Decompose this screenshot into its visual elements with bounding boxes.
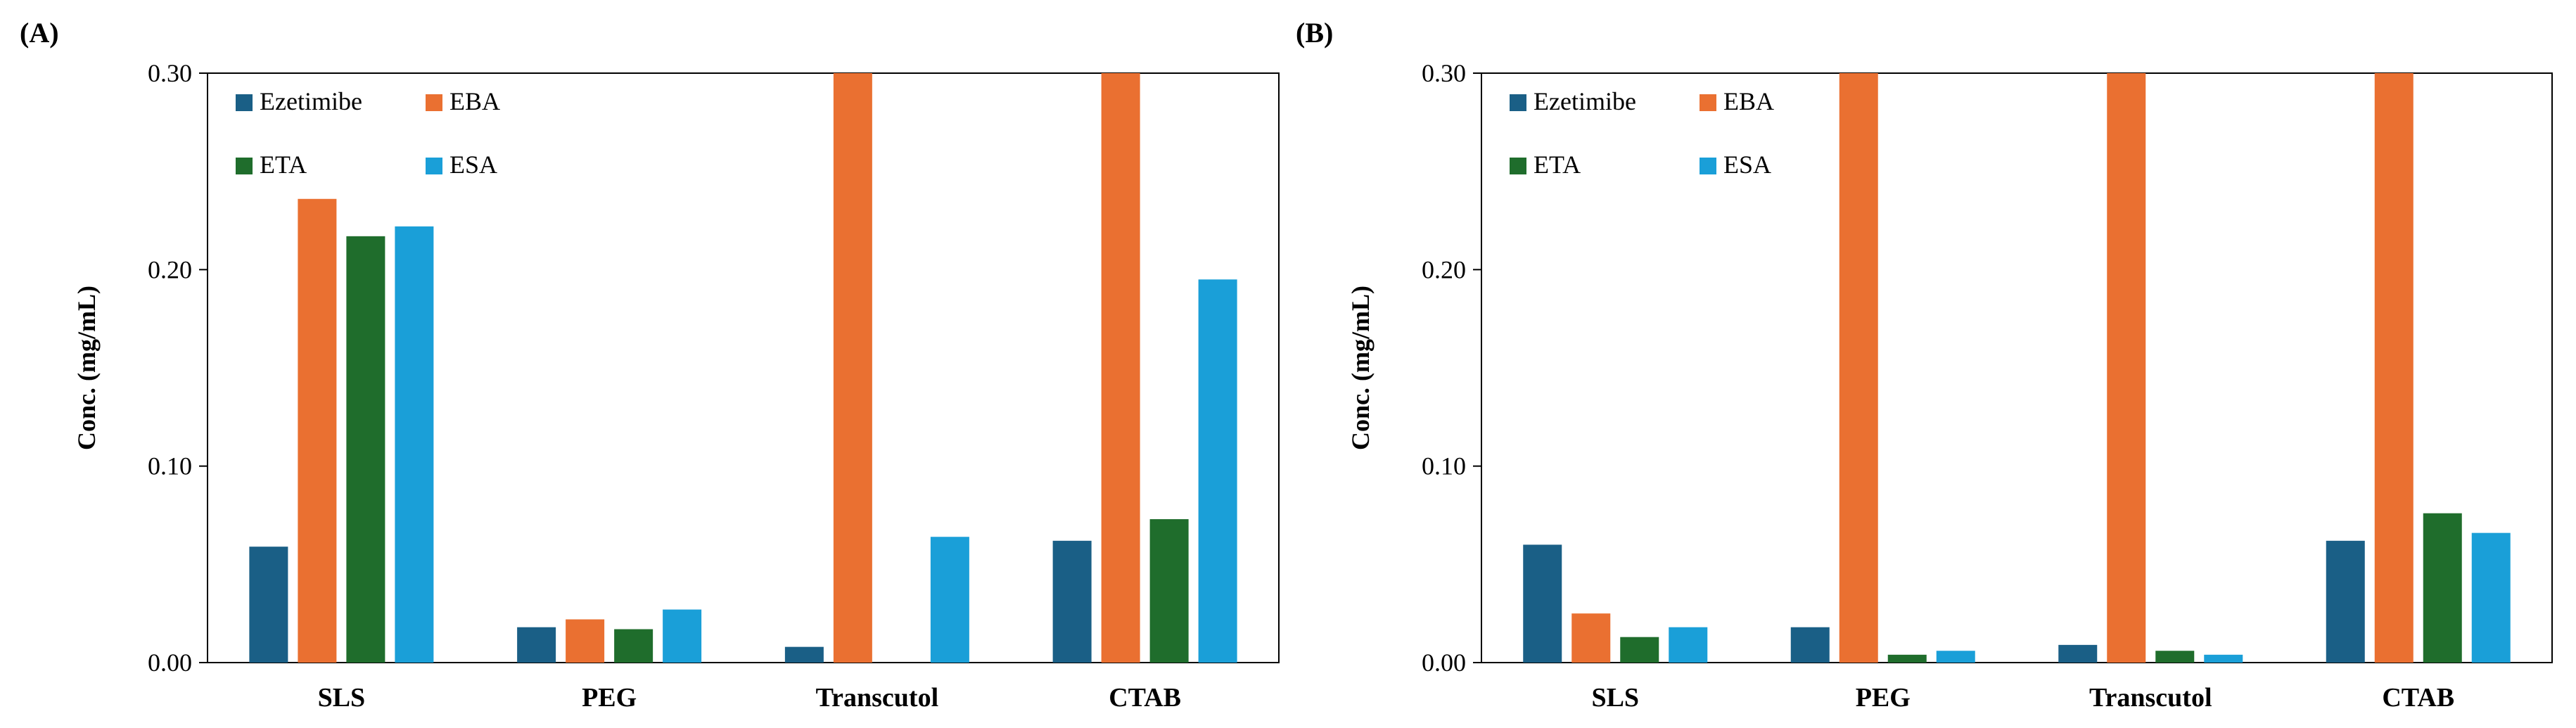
- bar-eta-sls: [346, 236, 385, 663]
- legend-swatch-ezetimibe: [1510, 94, 1526, 111]
- x-category-label: CTAB: [2382, 683, 2454, 713]
- bar-ezetimibe-peg: [517, 627, 556, 663]
- legend-label-eta: ETA: [1534, 151, 1581, 179]
- y-tick-label: 0.30: [1422, 59, 1466, 87]
- legend-swatch-ezetimibe: [236, 94, 253, 111]
- bar-ezetimibe-transcutol: [2058, 644, 2098, 663]
- legend-swatch-eta: [1510, 158, 1526, 174]
- bar-ezetimibe-ctab: [2326, 540, 2365, 663]
- bar-ezetimibe-sls: [249, 547, 288, 663]
- x-category-label: Transcutol: [816, 683, 939, 713]
- bar-esa-transcutol: [2204, 654, 2243, 663]
- bar-eta-transcutol: [2155, 651, 2195, 663]
- x-category-label: SLS: [318, 683, 366, 713]
- plot-frame: [207, 72, 1280, 663]
- legend-swatch-eta: [236, 158, 253, 174]
- bar-ezetimibe-sls: [1523, 544, 1562, 663]
- y-tick-label: 0.00: [1422, 649, 1466, 677]
- bar-ezetimibe-peg: [1790, 627, 1830, 663]
- bar-eta-ctab: [2423, 513, 2462, 663]
- bar-esa-ctab: [1198, 279, 1237, 663]
- bar-eba-ctab: [1101, 73, 1140, 663]
- bar-ezetimibe-transcutol: [784, 646, 824, 663]
- legend-label-esa: ESA: [1723, 151, 1771, 179]
- bar-eba-sls: [1571, 613, 1611, 663]
- x-category-label: PEG: [582, 683, 637, 713]
- bar-eba-transcutol: [833, 73, 872, 663]
- legend-swatch-eba: [1700, 94, 1716, 111]
- y-tick-label: 0.10: [148, 452, 192, 480]
- bar-eta-sls: [1620, 637, 1659, 663]
- legend-swatch-esa: [1700, 158, 1716, 174]
- y-axis-title: Conc. (mg/mL): [72, 286, 101, 450]
- y-tick-label: 0.20: [148, 255, 192, 283]
- x-category-label: CTAB: [1109, 683, 1181, 713]
- legend-swatch-esa: [426, 158, 442, 174]
- legend-label-esa: ESA: [449, 151, 497, 179]
- bar-esa-peg: [663, 609, 702, 663]
- legend-label-ezetimibe: Ezetimibe: [1534, 87, 1636, 115]
- legend-swatch-eba: [426, 94, 442, 111]
- panel-label: (A): [20, 17, 59, 49]
- x-category-label: PEG: [1856, 683, 1911, 713]
- bar-esa-ctab: [2471, 532, 2511, 663]
- y-tick-label: 0.20: [1422, 255, 1466, 283]
- bar-esa-transcutol: [930, 537, 969, 663]
- y-tick-label: 0.10: [1422, 452, 1466, 480]
- plot-frame: [1481, 72, 2553, 663]
- legend-label-eba: EBA: [449, 87, 500, 115]
- bar-esa-peg: [1936, 651, 1975, 663]
- bar-eta-peg: [1887, 654, 1927, 663]
- legend-label-eba: EBA: [1723, 87, 1774, 115]
- bar-eta-peg: [614, 629, 653, 663]
- bar-eba-peg: [566, 619, 605, 663]
- bar-ezetimibe-ctab: [1052, 540, 1092, 663]
- panel-label: (B): [1296, 17, 1333, 49]
- bar-eta-ctab: [1149, 519, 1189, 663]
- bar-eba-peg: [1839, 73, 1878, 663]
- legend-label-eta: ETA: [260, 151, 307, 179]
- x-category-label: Transcutol: [2089, 683, 2212, 713]
- y-axis-title: Conc. (mg/mL): [1346, 286, 1375, 450]
- y-tick-label: 0.00: [148, 649, 192, 677]
- bar-esa-sls: [1669, 627, 1708, 663]
- x-category-label: SLS: [1591, 683, 1639, 713]
- bar-eba-ctab: [2374, 73, 2414, 663]
- bar-eba-transcutol: [2107, 73, 2146, 663]
- bar-eba-sls: [298, 198, 337, 663]
- y-tick-label: 0.30: [148, 59, 192, 87]
- bar-esa-sls: [395, 226, 434, 663]
- legend-label-ezetimibe: Ezetimibe: [260, 87, 362, 115]
